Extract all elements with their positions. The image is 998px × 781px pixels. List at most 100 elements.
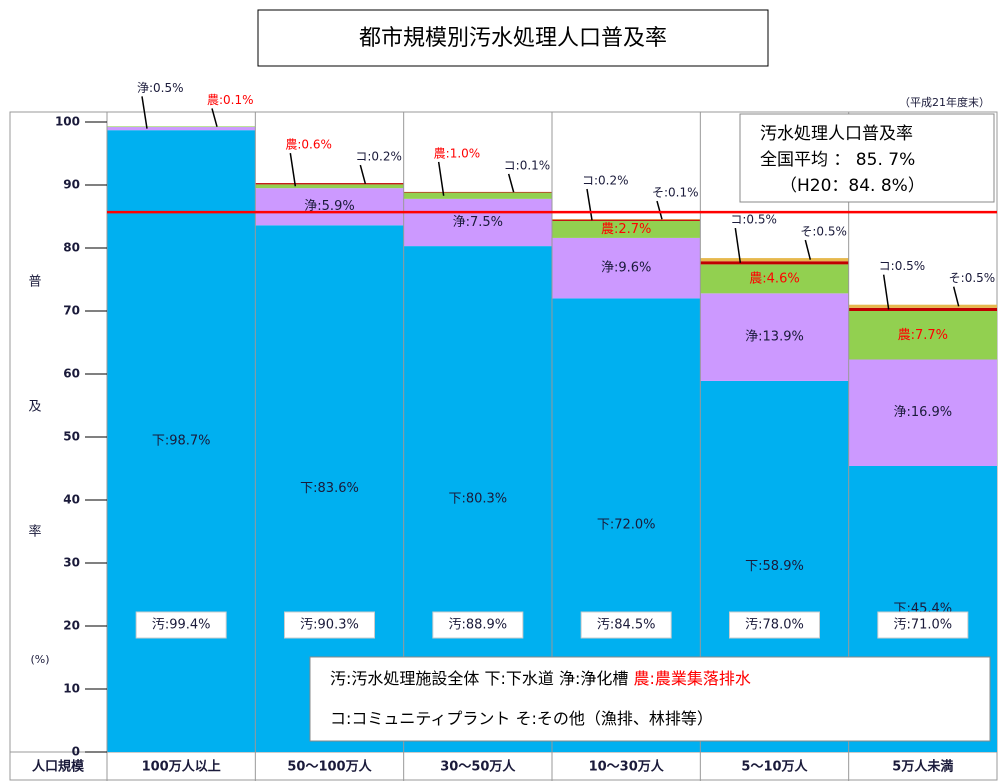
value-label: 農:0.1% [207, 93, 254, 107]
annotation-text: 全国平均 ： 85. 7% [760, 150, 915, 170]
title-box [257, 9, 769, 67]
value-label: 浄:7.5% [453, 215, 503, 230]
y-tick-label: 80 [63, 241, 80, 255]
bar-segment [848, 304, 997, 308]
bar-segment [700, 258, 849, 262]
total-box [284, 611, 375, 639]
note: （平成21年度末） [899, 95, 990, 109]
bar-segment [107, 130, 256, 752]
y-axis-label: 普 [28, 275, 41, 290]
legend-item: 浄:浄化槽 [559, 669, 633, 688]
total-box [580, 611, 672, 639]
leader-line [734, 227, 742, 263]
bar-segment [700, 264, 849, 294]
y-tick-label: 20 [63, 619, 80, 633]
bar-segment [552, 219, 701, 221]
value-label: 農:2.7% [601, 222, 651, 237]
leader-line [507, 173, 515, 193]
leader-line [289, 152, 297, 187]
total-label: 汚:88.9% [448, 618, 507, 633]
y-tick-label: 60 [63, 367, 80, 381]
value-label: コ:0.2% [582, 174, 629, 188]
legend-row: コ:コミュニティプラント そ:その他（漁排、林排等） [330, 709, 713, 728]
value-label: 下:58.9% [745, 559, 804, 574]
bar-segment [255, 188, 404, 226]
value-label: 浄:5.9% [304, 199, 354, 214]
bar-segment [700, 293, 849, 381]
total-box [729, 611, 820, 639]
leader-line [141, 96, 148, 129]
legend-item: 下:下水道 [484, 669, 558, 688]
value-label: 浄:16.9% [893, 405, 952, 420]
total-label: 汚:78.0% [745, 618, 804, 633]
value-label: 下:83.6% [300, 481, 359, 496]
leader-line [586, 188, 593, 221]
annotation-box [739, 113, 995, 203]
legend-item: 汚:汚水処理施設全体 [330, 669, 484, 688]
total-label: 汚:71.0% [893, 618, 952, 633]
value-label: コ:0.5% [879, 259, 926, 273]
y-tick-label: 10 [63, 682, 80, 696]
total-box [877, 611, 969, 639]
value-label: そ:0.5% [949, 271, 996, 285]
value-label: 農:4.6% [749, 271, 799, 286]
bar-segment [552, 237, 701, 299]
x-tick-label: 10～30万人 [589, 759, 665, 775]
value-label: そ:0.5% [800, 225, 847, 239]
x-tick-label: 5～10万人 [741, 759, 808, 775]
value-label: 浄:0.5% [137, 81, 184, 95]
y-tick-label: 70 [63, 304, 80, 318]
bar-segment [107, 127, 256, 131]
value-label: 農:7.7% [898, 328, 948, 343]
y-tick-label: 90 [63, 178, 80, 192]
value-label: 下:98.7% [152, 434, 211, 449]
bar-segment [552, 220, 701, 238]
category-header: 人口規模 [32, 759, 85, 775]
y-tick-label: 40 [63, 493, 80, 507]
annotation-text: 汚水処理人口普及率 [760, 124, 913, 144]
legend-row: 汚:汚水処理施設全体 下:下水道 浄:浄化槽 農:農業集落排水 [330, 669, 751, 688]
chart-title: 都市規模別汚水処理人口普及率 [359, 26, 667, 51]
legend-box [309, 656, 991, 742]
x-tick-label: 30～50万人 [440, 759, 516, 775]
total-label: 汚:84.5% [597, 618, 656, 633]
bar-segment [700, 261, 849, 265]
bar-segment [848, 311, 997, 360]
value-label: 浄:9.6% [601, 261, 651, 276]
value-label: コ:0.5% [730, 213, 777, 227]
leader-line [437, 161, 445, 196]
total-label: 汚:99.4% [152, 618, 211, 633]
x-tick-label: 100万人以上 [142, 759, 221, 775]
value-label: コ:0.2% [355, 150, 402, 164]
bar-segment [403, 191, 552, 193]
total-label: 汚:90.3% [300, 618, 359, 633]
bar-segment [255, 184, 404, 189]
bar-segment [255, 183, 404, 185]
bar-segment [403, 198, 552, 247]
bar-segment [107, 126, 256, 128]
value-label: 農:1.0% [434, 146, 481, 160]
legend-item: 農:農業集落排水 [633, 669, 750, 688]
x-tick-label: 50～100万人 [287, 759, 372, 775]
total-box [432, 611, 524, 639]
value-label: 浄:13.9% [745, 330, 804, 345]
bar-segment [552, 219, 701, 220]
value-label: 下:80.3% [448, 492, 507, 507]
y-axis-label: 率 [28, 524, 41, 540]
annotation-text: （H20：84. 8%） [780, 176, 925, 196]
y-tick-label: 0 [72, 745, 80, 759]
y-unit: (%) [30, 653, 49, 666]
y-tick-label: 100 [55, 115, 80, 129]
leader-line [952, 286, 960, 307]
bar-segment [848, 307, 997, 311]
leader-line [804, 239, 812, 260]
leader-line [882, 274, 890, 310]
bar-segment [848, 359, 997, 466]
leader-line [656, 200, 663, 220]
value-label: コ:0.1% [504, 158, 551, 172]
y-axis-label: 及 [28, 400, 41, 415]
value-label: 下:72.0% [597, 518, 656, 533]
y-tick-label: 50 [63, 430, 80, 444]
value-label: そ:0.1% [652, 186, 699, 200]
